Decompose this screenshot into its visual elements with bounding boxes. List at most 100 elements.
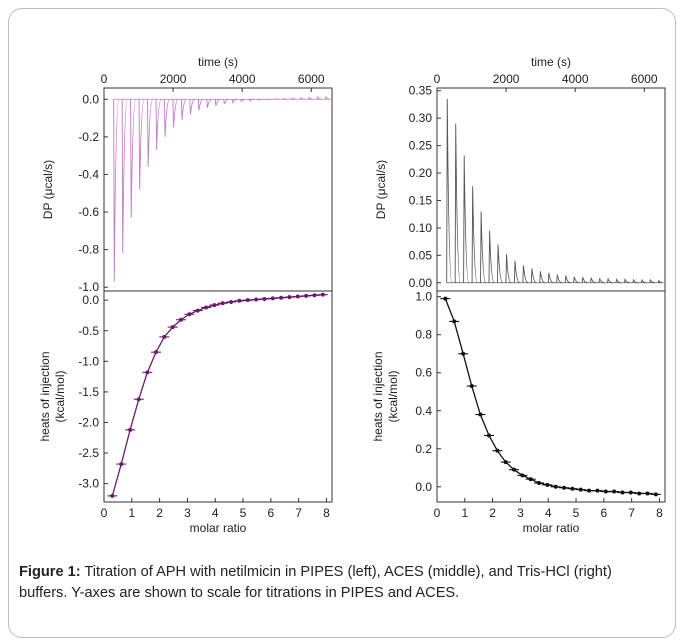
x-axis-label: time (s) xyxy=(531,55,571,69)
y-tick-label: 0.00 xyxy=(409,276,433,290)
data-point xyxy=(469,384,474,389)
y-tick-label: 0.4 xyxy=(415,404,432,418)
data-point xyxy=(179,317,184,322)
injection-peak xyxy=(530,268,537,284)
data-point xyxy=(170,325,175,330)
injection-peak xyxy=(607,277,613,284)
y-tick-label: -2.5 xyxy=(78,446,99,460)
aces-binding-isotherm-panel: 0 1 2 3 4 5 6 7 8 molar ratio 0.0 0.2 0.4 0.6 0.8 1.0 he… xyxy=(371,290,666,535)
y-tick-label: 0.05 xyxy=(409,248,433,262)
injection-peak xyxy=(180,98,187,120)
y-axis-label: DP (μcal/s) xyxy=(41,160,55,219)
injection-peak xyxy=(471,186,478,284)
y-tick-label: -0.4 xyxy=(78,167,99,181)
injection-peak xyxy=(581,277,588,284)
data-point xyxy=(287,295,292,300)
data-point xyxy=(562,485,567,490)
fit-curve xyxy=(111,294,323,497)
injection-peak xyxy=(147,98,154,167)
x-tick-label: 0 xyxy=(434,72,441,86)
data-point xyxy=(270,296,275,301)
x-tick-label: 5 xyxy=(240,506,247,520)
data-point xyxy=(136,397,141,402)
data-point xyxy=(495,448,500,453)
injection-peak xyxy=(497,244,504,284)
y-tick-label: 0.30 xyxy=(409,111,433,125)
y-tick-label: -1.5 xyxy=(78,385,99,399)
injection-peak xyxy=(480,211,487,284)
injection-peak xyxy=(113,98,120,282)
x-tick-label: 1 xyxy=(461,506,468,520)
figure-frame xyxy=(8,8,676,638)
y-tick-label: 0.6 xyxy=(415,366,432,380)
data-point xyxy=(220,301,225,306)
data-point xyxy=(295,294,300,299)
injection-peak xyxy=(240,98,246,103)
injection-peak xyxy=(282,97,289,100)
injection-peak xyxy=(155,98,162,151)
plot-frame xyxy=(103,87,333,292)
y-axis-label-line: heats of injection xyxy=(371,351,385,441)
data-point xyxy=(461,351,466,356)
injection-peak xyxy=(316,95,322,100)
injection-peak xyxy=(206,98,213,108)
data-point xyxy=(553,484,558,489)
data-point xyxy=(304,293,309,298)
data-point xyxy=(578,487,583,492)
y-tick-label: 1.0 xyxy=(415,290,432,304)
x-tick-label: 3 xyxy=(517,506,524,520)
data-point xyxy=(478,412,483,417)
plot-frame xyxy=(103,290,333,503)
x-axis-label: time (s) xyxy=(198,55,238,69)
data-point xyxy=(595,488,600,493)
y-tick-label: 0.2 xyxy=(415,442,432,456)
data-point xyxy=(110,493,115,498)
x-tick-label: 0 xyxy=(101,72,108,86)
x-axis-label: molar ratio xyxy=(523,521,580,535)
injection-peak xyxy=(488,230,495,284)
injection-peak xyxy=(649,278,656,284)
x-tick-label: 7 xyxy=(628,506,635,520)
injection-peak xyxy=(573,276,579,284)
x-tick-label: 0 xyxy=(434,506,441,520)
fit-curve xyxy=(444,298,656,496)
data-point xyxy=(443,296,448,301)
figure-caption: Figure 1: Titration of APH with netilmic… xyxy=(19,562,659,604)
data-point xyxy=(254,297,259,302)
data-point xyxy=(153,350,158,355)
injection-peak xyxy=(138,98,145,190)
injection-peak xyxy=(257,98,263,101)
x-tick-label: 5 xyxy=(573,506,580,520)
y-tick-label: 0.0 xyxy=(82,92,99,106)
data-point xyxy=(204,305,209,310)
injection-peak xyxy=(324,95,331,100)
x-tick-label: 6000 xyxy=(631,72,658,86)
y-tick-label: -0.5 xyxy=(78,324,99,338)
y-tick-label: 0.0 xyxy=(415,480,432,494)
injection-peak xyxy=(598,278,605,284)
y-tick-label: 0.15 xyxy=(409,193,433,207)
injection-peak xyxy=(248,98,255,102)
x-tick-label: 2 xyxy=(156,506,163,520)
data-point xyxy=(545,482,550,487)
data-point xyxy=(512,467,517,472)
y-tick-label: -0.8 xyxy=(78,243,99,257)
data-point xyxy=(229,300,234,305)
y-tick-label: 0.0 xyxy=(82,293,99,307)
x-tick-label: 6000 xyxy=(298,72,325,86)
y-tick-label: -3.0 xyxy=(78,477,99,491)
x-tick-label: 6 xyxy=(267,506,274,520)
y-tick-label: 0.20 xyxy=(409,166,433,180)
injection-peak xyxy=(197,98,204,111)
x-tick-label: 8 xyxy=(656,506,663,520)
injection-peak xyxy=(172,98,179,128)
y-tick-label: -0.2 xyxy=(78,130,99,144)
plot-frame xyxy=(436,87,666,292)
injection-peak xyxy=(590,277,596,284)
y-tick-label: 0.25 xyxy=(409,139,433,153)
data-point xyxy=(237,298,242,303)
data-point xyxy=(195,308,200,313)
pipes-binding-isotherm-panel: 0 1 2 3 4 5 6 7 8 molar ratio 0.0 -0.5 -1.0 -1.5 -2.0 -… xyxy=(38,290,333,535)
data-point xyxy=(187,312,192,317)
